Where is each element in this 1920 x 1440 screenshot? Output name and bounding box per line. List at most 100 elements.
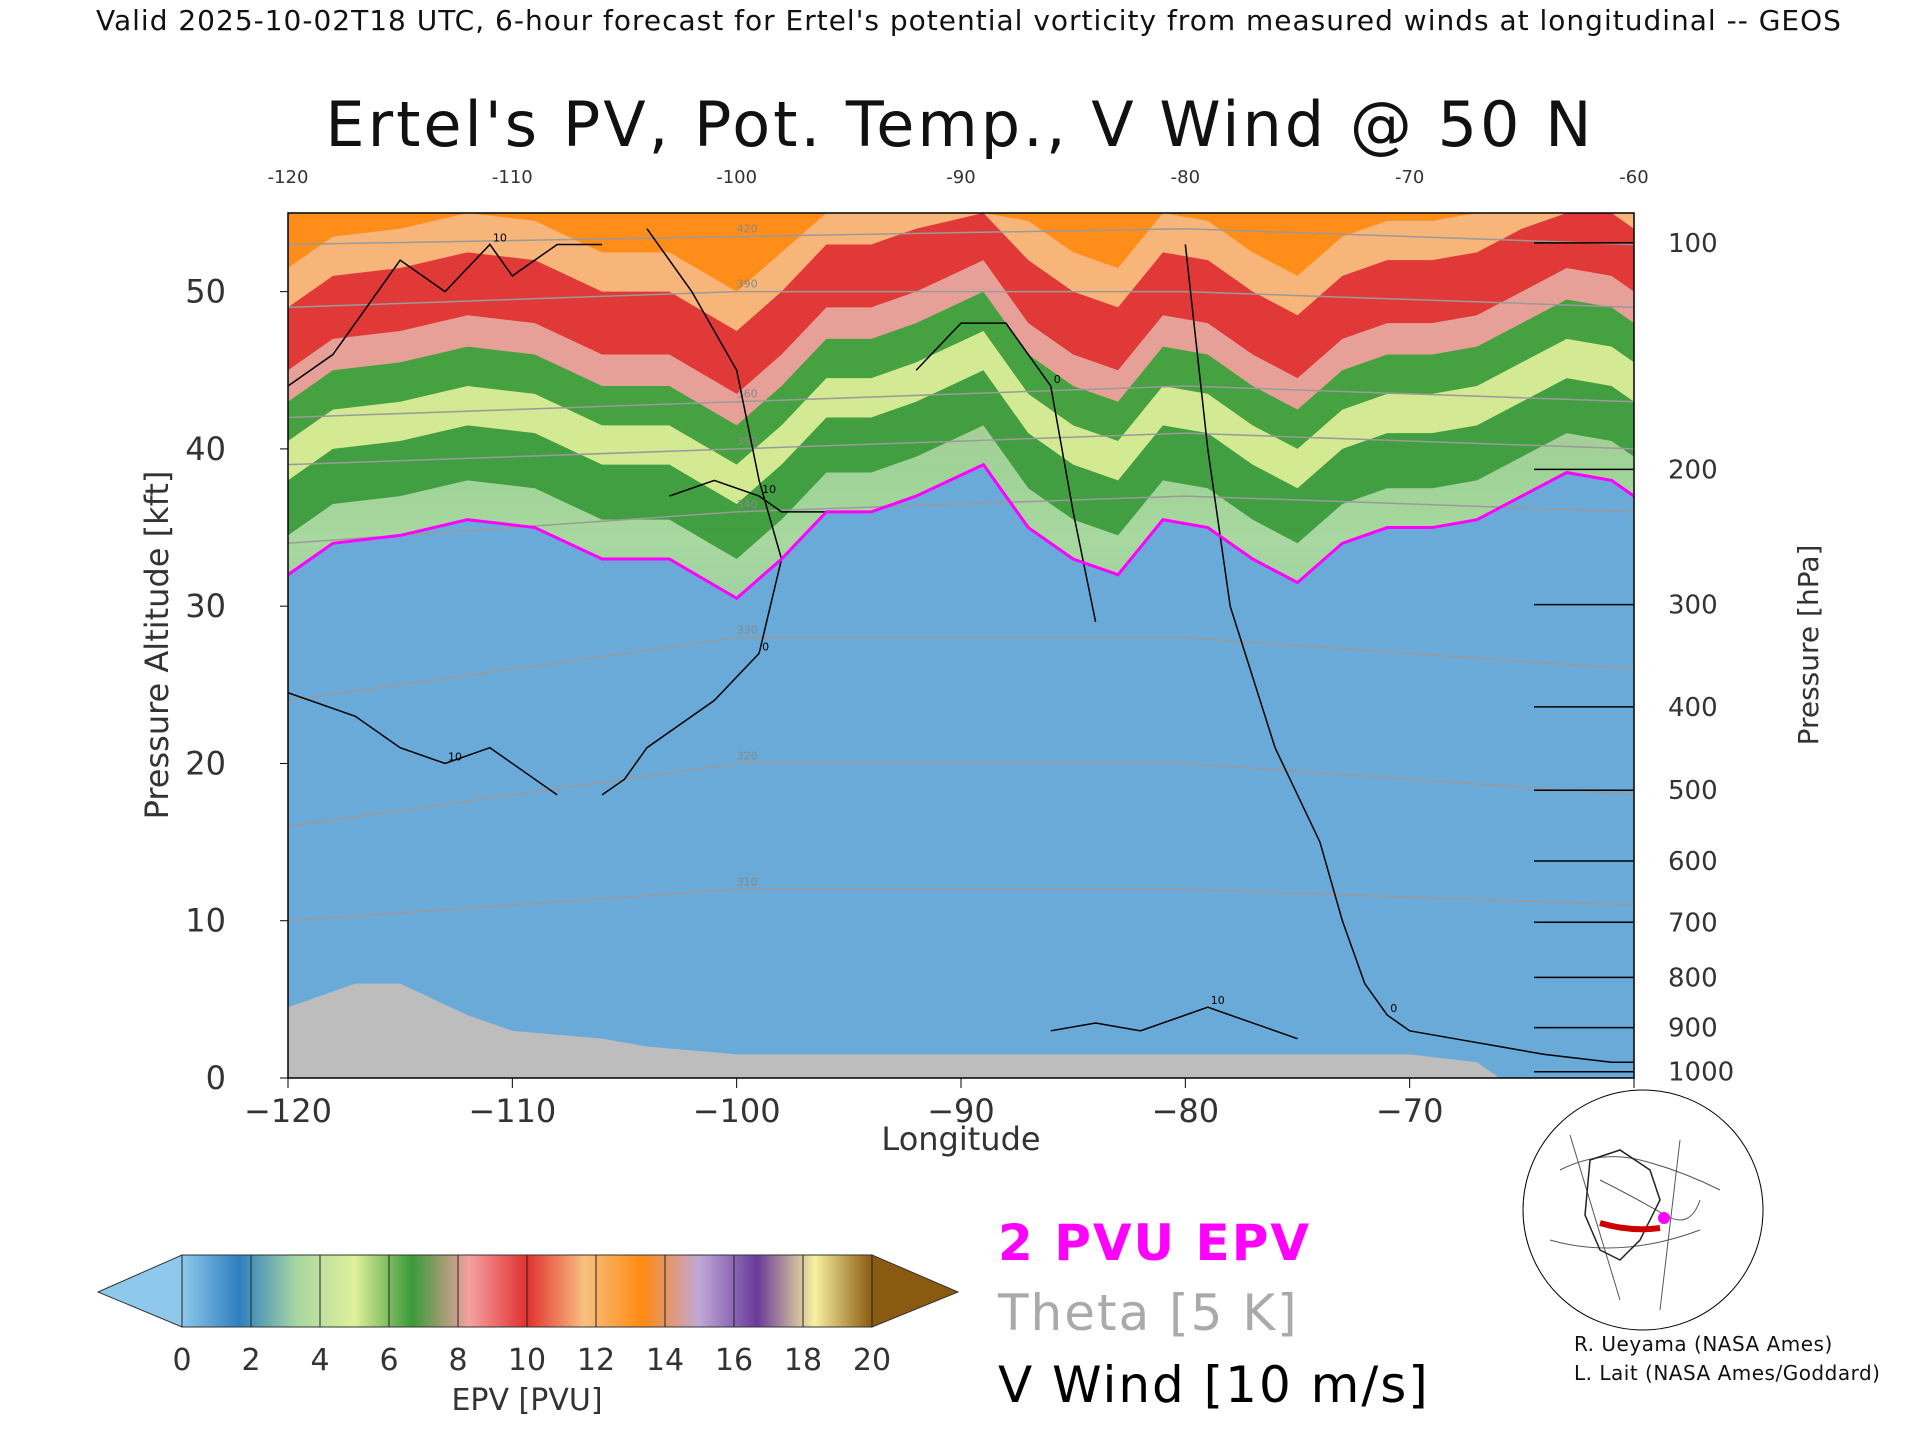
- pressure-tick-label: 600: [1668, 847, 1718, 877]
- colorbar-tick-label: 10: [508, 1343, 546, 1378]
- y-tick-label: 10: [185, 902, 226, 940]
- pressure-tick-label: 700: [1668, 908, 1718, 938]
- colorbar-tick-label: 20: [853, 1343, 891, 1378]
- x-axis-label: Longitude: [881, 1120, 1040, 1158]
- theta-contour: [288, 290, 1634, 309]
- legend-theta: Theta [5 K]: [998, 1284, 1299, 1342]
- colorbar-label: EPV [PVU]: [451, 1383, 602, 1418]
- colorbar-tick-label: 4: [310, 1343, 329, 1378]
- colorbar-tick-label: 0: [172, 1343, 191, 1378]
- colorbar-tick-label: 14: [646, 1343, 684, 1378]
- theta-contour-label: 390: [737, 278, 758, 291]
- wind-contour: [669, 479, 827, 513]
- x-tick-label: −90: [927, 1092, 995, 1130]
- pv-2pvu-line: [288, 462, 1634, 601]
- plot-area: 310 320 330 340 350 360 390 420 10 10 10 0 0 0 10: [288, 213, 1634, 1078]
- x-top-tick-label: -70: [1395, 167, 1424, 188]
- theta-contour-label: 330: [737, 624, 758, 637]
- pressure-tick-label: 200: [1668, 455, 1718, 485]
- theta-contour-label: 350: [737, 435, 758, 448]
- pressure-axis: 100 200 300 400 500 600 700 800 900 1000: [1534, 229, 1734, 1088]
- x-tick-label: −120: [244, 1092, 332, 1130]
- theta-contours: 310 320 330 340 350 360 390 420: [288, 223, 1634, 922]
- y-axis-label: Pressure Altitude [kft]: [138, 471, 176, 820]
- y-tick-label: 20: [185, 744, 226, 782]
- theta-contour: [288, 888, 1634, 922]
- locator-map: [1522, 1089, 1764, 1331]
- credit-line-1: R. Ueyama (NASA Ames): [1574, 1332, 1833, 1356]
- wind-contours: 10 10 10 0 0 0 10: [288, 228, 1634, 1064]
- wind-contour-label: 0: [762, 640, 769, 653]
- colorbar: 0 2 4 6 8 10 12 14 16 18 20 EPV [PVU]: [96, 1254, 960, 1418]
- theta-contour: [288, 432, 1634, 466]
- x-top-tick-label: -90: [946, 167, 975, 188]
- y-tick-label: 30: [185, 587, 226, 625]
- theta-contour-label: 360: [737, 388, 758, 401]
- pressure-tick-label: 1000: [1668, 1058, 1734, 1088]
- wind-contour-label: 10: [448, 750, 462, 763]
- x-top-tick-label: -120: [268, 167, 309, 188]
- theta-contour: [288, 495, 1634, 545]
- colorbar-tick-label: 8: [448, 1343, 467, 1378]
- y-tick-label: 40: [185, 430, 226, 468]
- wind-contour: [288, 691, 558, 796]
- colorbar-ticks: 0 2 4 6 8 10 12 14 16 18 20: [172, 1255, 891, 1378]
- map-track-endpoint: [1658, 1212, 1670, 1224]
- colorbar-high-arrow: [871, 1254, 960, 1328]
- x-tick-label: −70: [1376, 1092, 1444, 1130]
- theta-contour-label: 310: [737, 875, 758, 888]
- map-grid-lines: [1549, 1134, 1721, 1311]
- colorbar-tick-label: 2: [241, 1343, 260, 1378]
- x-tick-label: −110: [468, 1092, 556, 1130]
- x-top-tick-label: -80: [1171, 167, 1200, 188]
- colorbar-tick-label: 12: [577, 1343, 615, 1378]
- pressure-tick-label: 100: [1668, 229, 1718, 259]
- theta-contour: [288, 762, 1634, 828]
- legend-pv: 2 PVU EPV: [998, 1214, 1312, 1272]
- theta-contour: [288, 636, 1634, 702]
- map-section-track: [1599, 1220, 1661, 1233]
- map-coastline: [1584, 1149, 1661, 1261]
- x-top-tick-label: -100: [716, 167, 757, 188]
- wind-contour: [1050, 1006, 1298, 1040]
- x-tick-label: −80: [1152, 1092, 1220, 1130]
- colorbar-tick-label: 6: [379, 1343, 398, 1378]
- colorbar-low-arrow: [96, 1254, 183, 1328]
- credit-line-2: L. Lait (NASA Ames/Goddard): [1574, 1361, 1881, 1385]
- wind-contour: [1184, 244, 1634, 1064]
- y-axis: 0 10 20 30 40 50: [185, 273, 288, 1097]
- wind-contour-label: 0: [1390, 1002, 1397, 1015]
- theta-contour: [288, 385, 1634, 419]
- header-valid-time: Valid 2025-10-02T18 UTC, 6-hour forecast…: [96, 4, 1842, 37]
- legend-wind: V Wind [10 m/s]: [998, 1356, 1430, 1414]
- theta-contour-label: 340: [737, 498, 758, 511]
- pressure-axis-label: Pressure [hPa]: [1792, 545, 1825, 746]
- theta-contour-label: 320: [737, 749, 758, 762]
- terrain-mask: [288, 983, 1634, 1078]
- pv-bands: [288, 213, 1634, 1078]
- x-top-tick-label: -110: [492, 167, 533, 188]
- chart-title: Ertel's PV, Pot. Temp., V Wind @ 50 N: [325, 88, 1595, 161]
- wind-contour-label: 10: [493, 231, 507, 244]
- pressure-tick-label: 300: [1668, 591, 1718, 621]
- pressure-tick-label: 800: [1668, 963, 1718, 993]
- wind-contour-label: 10: [762, 483, 776, 496]
- y-tick-label: 50: [185, 273, 226, 311]
- y-tick-label: 0: [206, 1059, 226, 1097]
- pressure-tick-label: 900: [1668, 1014, 1718, 1044]
- colorbar-tick-label: 16: [715, 1343, 753, 1378]
- pressure-tick-label: 500: [1668, 776, 1718, 806]
- theta-contour-label: 420: [737, 223, 758, 236]
- theta-contour: [288, 227, 1634, 246]
- wind-contour-label: 10: [1211, 994, 1225, 1007]
- x-axis-top: -120 -110 -100 -90 -80 -70 -60: [268, 167, 1649, 188]
- x-top-tick-label: -60: [1619, 167, 1648, 188]
- x-tick-label: −100: [693, 1092, 781, 1130]
- colorbar-tick-label: 18: [784, 1343, 822, 1378]
- map-globe-outline: [1522, 1089, 1764, 1331]
- wind-contour: [601, 228, 783, 796]
- x-axis: −120−110−100−90−80−70−60: [244, 1078, 1668, 1130]
- pv-band-troposphere: [288, 464, 1634, 1078]
- wind-contour: [288, 243, 603, 387]
